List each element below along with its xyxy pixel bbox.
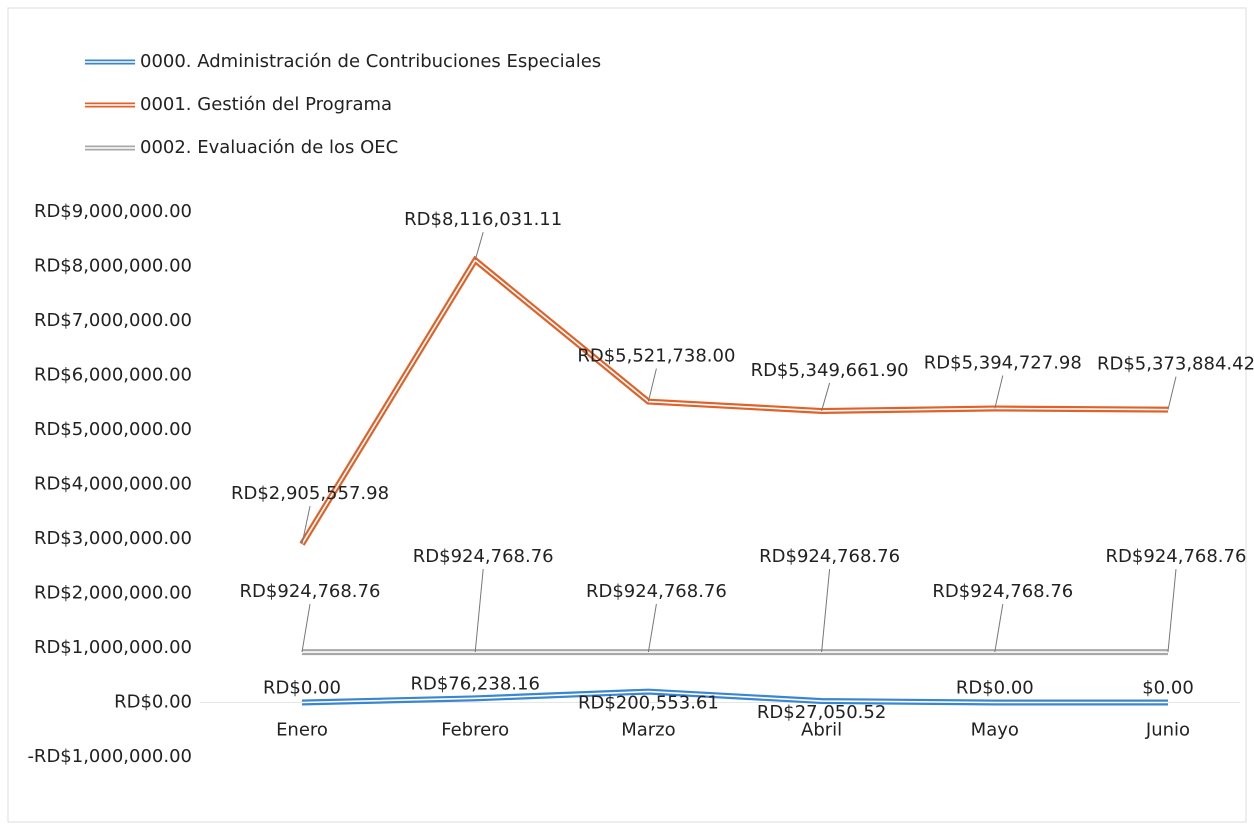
leader-line (474, 569, 484, 653)
leader-line (994, 604, 1004, 653)
leader-line (474, 232, 484, 261)
y-tick-label: RD$8,000,000.00 (34, 256, 192, 277)
data-label: RD$200,553.61 (578, 693, 719, 714)
data-label: RD$5,521,738.00 (577, 346, 735, 367)
x-tick-label: Mayo (971, 720, 1019, 741)
y-tick-label: RD$6,000,000.00 (34, 365, 192, 386)
y-tick-label: RD$7,000,000.00 (34, 310, 192, 331)
data-label: RD$0.00 (263, 678, 341, 699)
data-label: $0.00 (1142, 678, 1194, 699)
leader-line (994, 375, 1004, 409)
leader-line (1167, 376, 1177, 410)
series-line-inner (301, 258, 1169, 545)
y-tick-label: RD$1,000,000.00 (34, 637, 192, 658)
data-label: RD$5,373,884.42 (1097, 354, 1254, 375)
leader-line (301, 604, 311, 653)
y-tick-label: RD$3,000,000.00 (34, 528, 192, 549)
leader-line (821, 382, 831, 412)
series-line (299, 255, 1169, 546)
legend-label: 0001. Gestión del Programa (140, 94, 392, 115)
data-label: RD$924,768.76 (586, 581, 727, 602)
leader-line (647, 604, 657, 653)
x-tick-label: Febrero (441, 720, 509, 741)
x-tick-label: Enero (276, 720, 328, 741)
y-tick-label: RD$2,000,000.00 (34, 583, 192, 604)
y-tick-label: RD$4,000,000.00 (34, 474, 192, 495)
data-label: RD$924,768.76 (759, 546, 900, 567)
chart-border (7, 7, 1247, 823)
data-label: RD$924,768.76 (240, 581, 381, 602)
data-label: RD$924,768.76 (413, 546, 554, 567)
legend-label: 0002. Evaluación de los OEC (140, 137, 398, 158)
data-label: RD$0.00 (956, 678, 1034, 699)
leader-line (301, 506, 311, 545)
leader-line (1167, 569, 1177, 653)
y-tick-label: RD$0.00 (114, 692, 192, 713)
data-label: RD$924,768.76 (1106, 546, 1247, 567)
data-label: RD$5,349,661.90 (751, 360, 909, 381)
leader-line (821, 569, 831, 653)
x-tick-label: Junio (1145, 720, 1190, 741)
x-tick-label: Abril (801, 720, 842, 741)
data-label: RD$76,238.16 (410, 673, 539, 694)
y-tick-label: RD$5,000,000.00 (34, 419, 192, 440)
leader-line (647, 368, 657, 402)
data-label: RD$924,768.76 (932, 581, 1073, 602)
data-label: RD$27,050.52 (757, 702, 886, 723)
x-tick-label: Marzo (621, 720, 675, 741)
data-label: RD$8,116,031.11 (404, 209, 562, 230)
y-tick-label: RD$9,000,000.00 (34, 201, 192, 222)
series-line-inner (301, 690, 1168, 704)
legend-label: 0000. Administración de Contribuciones E… (140, 51, 601, 72)
data-label: RD$2,905,557.98 (231, 483, 389, 504)
y-tick-label: -RD$1,000,000.00 (27, 746, 192, 767)
data-label: RD$5,394,727.98 (924, 352, 1082, 373)
